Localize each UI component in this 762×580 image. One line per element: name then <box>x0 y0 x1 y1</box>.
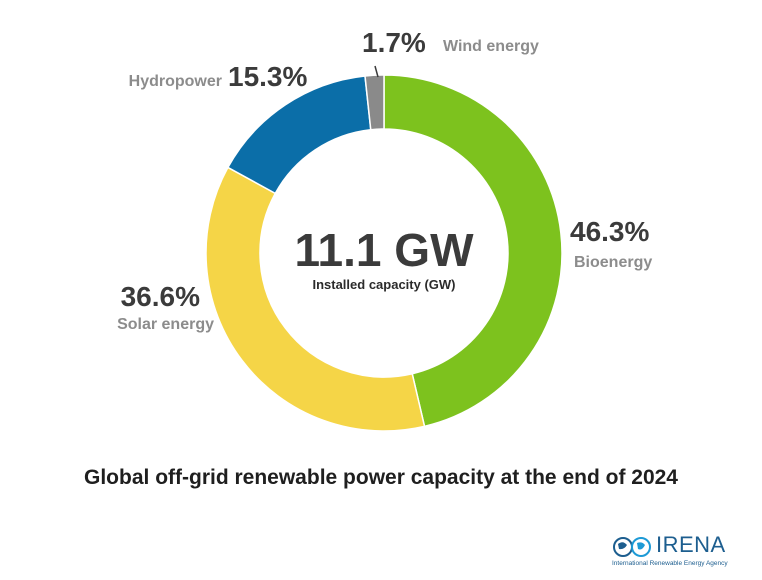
total-capacity-label: Installed capacity (GW) <box>312 277 455 292</box>
irena-logo: IRENA International Renewable Energy Age… <box>612 532 742 572</box>
donut-chart: 11.1 GW Installed capacity (GW) 46.3% Bi… <box>117 27 652 432</box>
globe-icon <box>613 537 651 557</box>
wind-energy-slice <box>364 74 385 131</box>
hydropower-label: Hydropower <box>129 73 222 90</box>
hydropower-slice <box>226 75 372 195</box>
bioenergy-label: Bioenergy <box>574 254 652 271</box>
solar-energy-label: Solar energy <box>117 316 214 333</box>
hydropower-percent: 15.3% <box>228 61 307 92</box>
logo-name: IRENA <box>656 532 726 557</box>
donut-slices <box>205 74 563 432</box>
bioenergy-slice <box>383 74 563 428</box>
wind-energy-leader-line <box>374 65 379 78</box>
solar-energy-percent: 36.6% <box>121 281 200 312</box>
total-capacity-value: 11.1 GW <box>295 224 475 276</box>
logo-subtitle: International Renewable Energy Agency <box>612 560 728 567</box>
wind-energy-percent: 1.7% <box>362 27 426 58</box>
solar-energy-slice <box>205 166 426 432</box>
bioenergy-percent: 46.3% <box>570 216 649 247</box>
wind-energy-label: Wind energy <box>443 38 539 55</box>
chart-title: Global off-grid renewable power capacity… <box>84 466 678 489</box>
